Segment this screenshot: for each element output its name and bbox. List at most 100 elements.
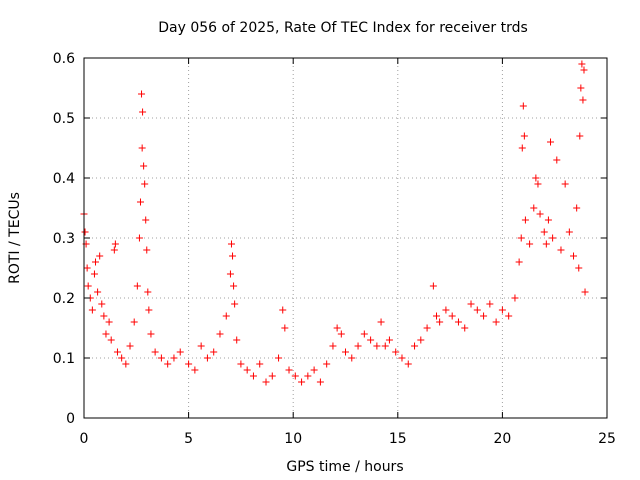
data-point xyxy=(544,216,552,224)
data-point xyxy=(139,108,147,116)
data-point xyxy=(118,354,126,362)
data-point xyxy=(542,240,550,248)
data-point xyxy=(147,330,155,338)
data-point xyxy=(140,162,148,170)
data-point xyxy=(526,240,534,248)
data-point xyxy=(423,324,431,332)
data-point xyxy=(433,312,441,320)
data-point xyxy=(275,354,283,362)
data-point xyxy=(90,270,98,278)
data-point xyxy=(138,90,146,98)
data-point xyxy=(291,372,299,380)
data-point xyxy=(518,144,526,152)
data-point xyxy=(578,60,586,68)
data-point xyxy=(268,372,276,380)
data-point xyxy=(98,300,106,308)
data-point xyxy=(519,102,527,110)
data-point xyxy=(467,300,475,308)
y-tick-label: 0 xyxy=(66,411,75,427)
data-point xyxy=(553,156,561,164)
data-point xyxy=(398,354,406,362)
data-point xyxy=(145,306,153,314)
data-point xyxy=(348,354,356,362)
data-point xyxy=(170,354,178,362)
data-point xyxy=(461,324,469,332)
data-point xyxy=(577,84,585,92)
data-point xyxy=(256,360,264,368)
data-point xyxy=(520,132,528,140)
data-point xyxy=(473,306,481,314)
y-tick-label: 0.1 xyxy=(53,351,75,367)
data-point xyxy=(136,198,144,206)
data-point xyxy=(534,180,542,188)
data-point xyxy=(84,282,92,290)
data-point xyxy=(144,288,152,296)
data-point xyxy=(210,348,218,356)
data-point xyxy=(281,324,289,332)
data-point xyxy=(229,252,237,260)
data-point xyxy=(505,312,513,320)
data-point xyxy=(176,348,184,356)
axis-ticks xyxy=(83,57,608,419)
data-point xyxy=(323,360,331,368)
data-point xyxy=(96,252,104,260)
data-point xyxy=(498,306,506,314)
data-point xyxy=(329,342,337,350)
y-axis-label: ROTI / TECUs xyxy=(7,192,23,284)
y-tick-label: 0.5 xyxy=(53,111,75,127)
data-point xyxy=(105,318,113,326)
data-point xyxy=(515,258,523,266)
x-tick-labels: 0 5 10 15 20 25 xyxy=(80,431,616,447)
data-point xyxy=(511,294,519,302)
data-point xyxy=(417,336,425,344)
chart-title: Day 056 of 2025, Rate Of TEC Index for r… xyxy=(158,20,528,36)
data-point xyxy=(216,330,224,338)
data-point xyxy=(83,264,91,272)
data-point xyxy=(233,336,241,344)
data-point xyxy=(279,306,287,314)
data-point xyxy=(111,240,119,248)
data-point xyxy=(197,342,205,350)
data-point xyxy=(222,312,230,320)
data-point xyxy=(573,204,581,212)
x-axis-label: GPS time / hours xyxy=(286,459,403,475)
data-point xyxy=(381,342,389,350)
data-point xyxy=(360,330,368,338)
data-point xyxy=(143,246,151,254)
data-point xyxy=(133,282,141,290)
data-point xyxy=(203,354,211,362)
data-point xyxy=(517,234,525,242)
data-point xyxy=(442,306,450,314)
data-point xyxy=(354,342,362,350)
data-point xyxy=(100,312,108,320)
data-point xyxy=(454,318,462,326)
data-points xyxy=(80,60,589,386)
data-point xyxy=(151,348,159,356)
data-point xyxy=(92,258,100,266)
data-point xyxy=(532,174,540,182)
data-point xyxy=(122,360,130,368)
data-point xyxy=(191,366,199,374)
data-point xyxy=(377,318,385,326)
data-point xyxy=(298,378,306,386)
data-point xyxy=(547,138,555,146)
data-point xyxy=(530,204,538,212)
data-point xyxy=(157,354,165,362)
data-point xyxy=(521,216,529,224)
data-point xyxy=(342,348,349,356)
data-point xyxy=(448,312,456,320)
data-point xyxy=(392,348,400,356)
data-point xyxy=(316,378,324,386)
data-point xyxy=(102,330,110,338)
data-point xyxy=(130,318,138,326)
x-tick-label: 5 xyxy=(184,431,193,447)
data-point xyxy=(411,342,419,350)
x-tick-label: 0 xyxy=(80,431,89,447)
data-point xyxy=(285,366,293,374)
data-point xyxy=(227,240,235,248)
data-point xyxy=(126,342,134,350)
y-tick-labels: 0 0.1 0.2 0.3 0.4 0.5 0.6 xyxy=(53,51,75,427)
data-point xyxy=(141,180,149,188)
data-point xyxy=(575,264,583,272)
